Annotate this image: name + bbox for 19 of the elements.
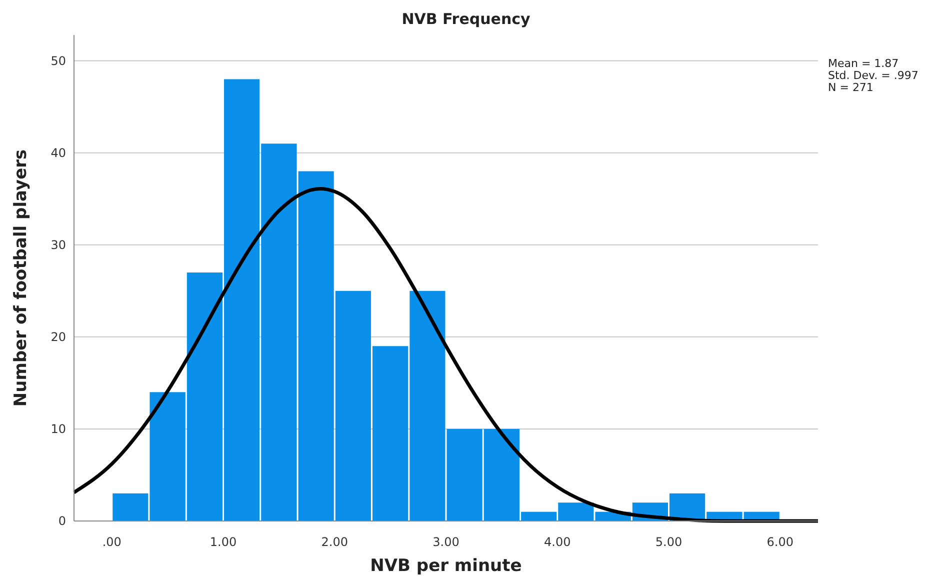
x-tick-label: 6.00 (766, 535, 794, 549)
x-tick-label: 3.00 (432, 535, 460, 549)
text: Mean = 1.87 (828, 57, 899, 70)
text: N = 271 (828, 81, 874, 94)
x-tick-label: 5.00 (655, 535, 682, 549)
y-tick-label: 30 (50, 238, 66, 252)
chart-title: NVB Frequency (402, 10, 531, 28)
y-tick-label: 10 (50, 422, 66, 436)
x-tick-label: 2.00 (321, 535, 348, 549)
y-tick-label: 0 (58, 514, 66, 528)
x-tick-label: 1.00 (210, 535, 237, 549)
y-tick-label: 50 (50, 54, 66, 68)
x-axis-title: NVB per minute (370, 556, 522, 576)
text: Std. Dev. = .997 (828, 69, 918, 82)
y-tick-label: 20 (50, 330, 66, 344)
x-tick-label: 4.00 (544, 535, 571, 549)
y-axis-title: Number of football players (11, 149, 31, 407)
x-tick-label: .00 (102, 535, 122, 549)
y-tick-label: 40 (50, 146, 66, 160)
